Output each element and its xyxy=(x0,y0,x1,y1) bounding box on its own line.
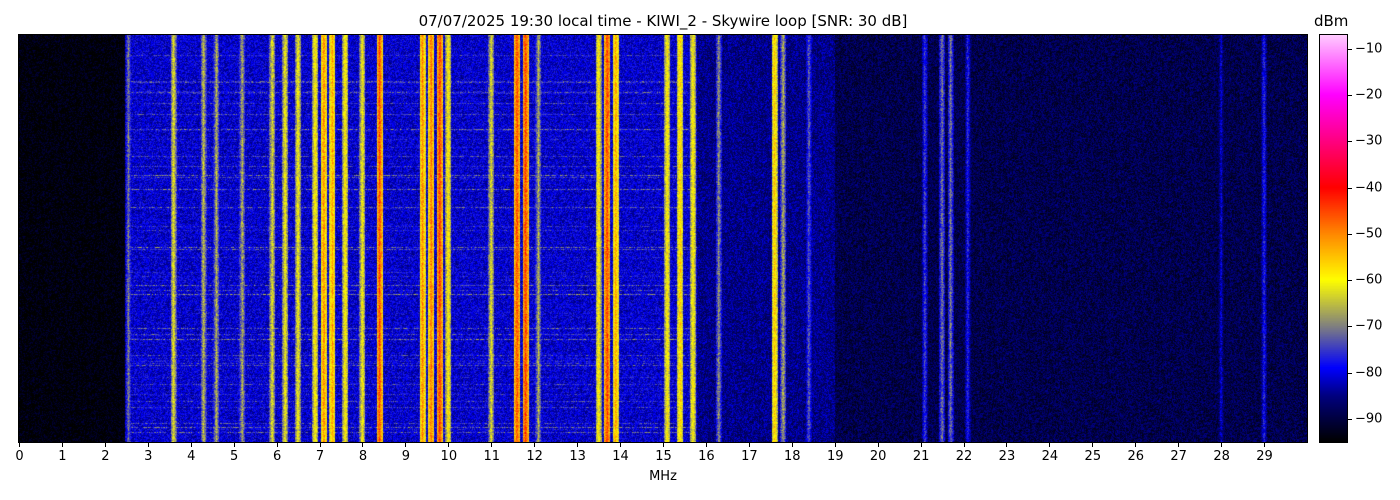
x-tick xyxy=(877,442,879,447)
x-tick-label: 20 xyxy=(869,449,887,464)
colorbar-tick-label: −80 xyxy=(1355,365,1383,381)
x-tick-label: 17 xyxy=(741,449,758,464)
x-tick-label: 13 xyxy=(569,449,586,464)
x-tick-label: 25 xyxy=(1084,449,1102,464)
x-tick xyxy=(1135,442,1137,447)
x-tick xyxy=(190,442,192,447)
colorbar-tick-label: −70 xyxy=(1355,318,1383,334)
x-tick xyxy=(663,442,664,447)
x-tick xyxy=(362,442,364,447)
x-tick-label: 6 xyxy=(272,449,282,464)
x-tick xyxy=(491,442,493,447)
colorbar-tick xyxy=(1347,233,1352,235)
colorbar-tick-label: −60 xyxy=(1355,272,1383,288)
x-tick xyxy=(705,442,707,447)
x-tick-label: 11 xyxy=(483,449,501,464)
x-tick-label: 9 xyxy=(401,449,411,464)
x-tick xyxy=(791,442,793,447)
x-tick xyxy=(233,442,235,447)
x-tick-label: 10 xyxy=(440,449,458,464)
x-tick-label: 28 xyxy=(1213,449,1230,464)
x-tick xyxy=(1006,442,1008,447)
x-tick xyxy=(534,442,536,447)
x-tick xyxy=(319,442,321,447)
x-tick-label: 5 xyxy=(230,449,239,464)
colorbar-tick-label: −90 xyxy=(1355,411,1383,427)
colorbar-label: dBm xyxy=(1314,12,1349,30)
x-tick-label: 27 xyxy=(1170,449,1187,464)
x-tick-label: 18 xyxy=(784,449,801,464)
x-tick-label: 7 xyxy=(315,449,325,464)
x-tick-label: 23 xyxy=(998,449,1016,464)
x-tick xyxy=(577,442,579,447)
x-tick-label: 19 xyxy=(826,449,844,464)
x-tick xyxy=(405,442,407,447)
x-tick xyxy=(748,442,750,447)
x-tick-label: 22 xyxy=(955,449,973,464)
x-tick xyxy=(104,442,106,447)
colorbar-tick xyxy=(1347,187,1352,189)
x-tick-label: 4 xyxy=(187,449,196,464)
x-tick-label: 1 xyxy=(58,449,67,464)
x-tick-label: 2 xyxy=(101,449,110,464)
colorbar-tick xyxy=(1347,48,1352,50)
colorbar xyxy=(1319,34,1348,443)
x-tick-label: 0 xyxy=(15,449,24,464)
waterfall-heatmap xyxy=(18,34,1308,443)
colorbar-tick xyxy=(1347,141,1352,143)
colorbar-tick xyxy=(1347,95,1352,97)
x-tick xyxy=(61,442,63,447)
colorbar-tick-label: −30 xyxy=(1355,133,1383,149)
x-tick xyxy=(1264,442,1266,447)
x-tick-label: 15 xyxy=(655,449,672,464)
x-tick-label: 29 xyxy=(1256,449,1273,464)
x-tick xyxy=(963,442,965,447)
x-tick xyxy=(1178,442,1180,447)
x-tick-label: 14 xyxy=(612,449,629,464)
x-axis-label: MHz xyxy=(649,469,677,484)
x-tick xyxy=(920,442,922,447)
x-tick xyxy=(276,442,278,447)
colorbar-tick xyxy=(1347,372,1352,374)
x-tick xyxy=(834,442,836,447)
colorbar-tick xyxy=(1347,280,1352,282)
colorbar-tick-label: −50 xyxy=(1355,226,1383,242)
x-tick xyxy=(1221,442,1223,447)
colorbar-tick xyxy=(1347,418,1352,420)
x-tick-label: 21 xyxy=(912,449,930,464)
x-tick-label: 24 xyxy=(1041,449,1059,464)
x-tick-label: 8 xyxy=(358,449,368,464)
colorbar-tick-label: −40 xyxy=(1355,180,1383,196)
x-tick xyxy=(448,442,450,447)
x-tick xyxy=(1049,442,1051,447)
x-tick-label: 16 xyxy=(698,449,715,464)
colorbar-tick-label: −20 xyxy=(1355,87,1383,103)
x-tick xyxy=(620,442,622,447)
x-tick-label: 26 xyxy=(1127,449,1145,464)
x-tick xyxy=(1092,442,1094,447)
colorbar-tick-label: −10 xyxy=(1355,41,1383,57)
x-tick xyxy=(147,442,149,447)
colorbar-tick xyxy=(1347,326,1352,328)
x-tick-label: 3 xyxy=(144,449,153,464)
x-tick-label: 12 xyxy=(526,449,543,464)
x-tick xyxy=(19,442,20,447)
chart-title: 07/07/2025 19:30 local time - KIWI_2 - S… xyxy=(418,12,908,30)
